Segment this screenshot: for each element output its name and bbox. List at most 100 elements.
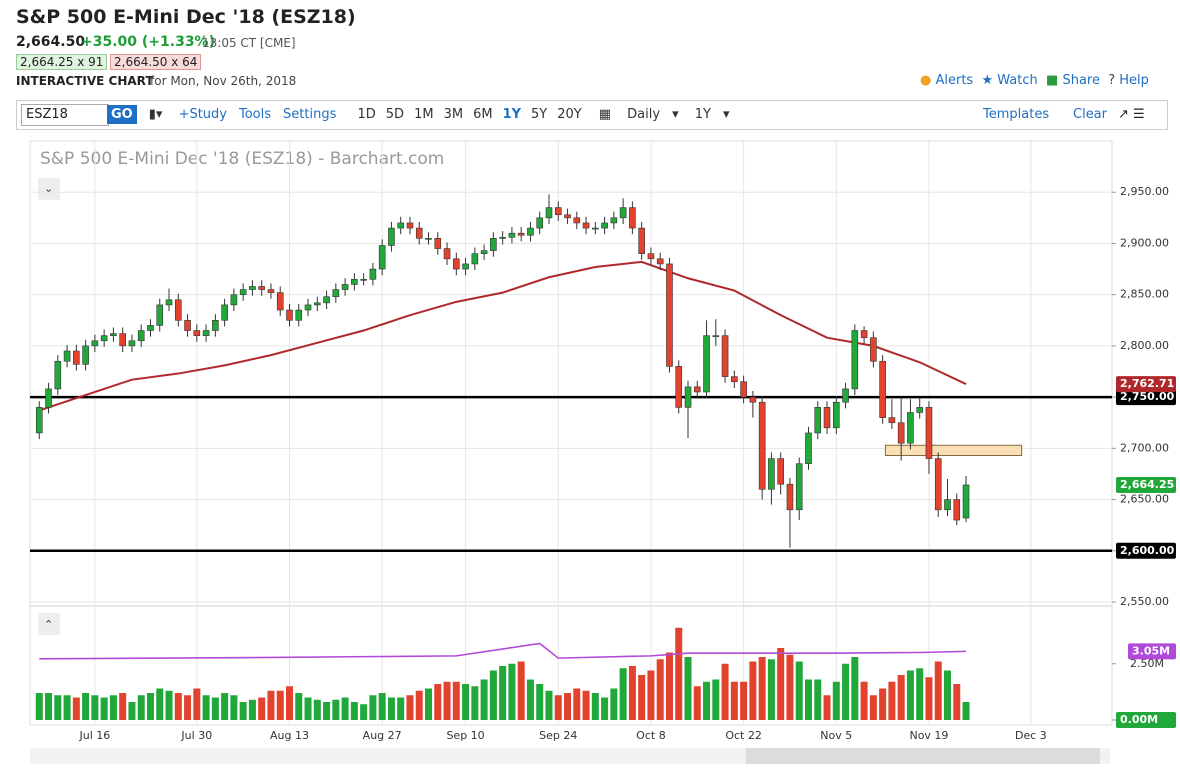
watermark: S&P 500 E-Mini Dec '18 (ESZ18) - Barchar… xyxy=(40,149,444,169)
candle-body xyxy=(221,304,228,321)
templates[interactable]: Templates xyxy=(983,107,1050,122)
volume-bar xyxy=(45,693,53,720)
alerts[interactable]: Alerts xyxy=(935,73,974,88)
volume-bar xyxy=(703,681,711,720)
study[interactable]: +Study xyxy=(178,107,227,122)
interval[interactable]: Daily xyxy=(627,107,661,122)
candle-body xyxy=(897,422,905,444)
volume-bar xyxy=(35,693,43,720)
candle-body xyxy=(582,222,590,229)
close-label: 2,664.25 xyxy=(1120,478,1174,491)
last-price: 2,664.50 xyxy=(16,34,86,50)
candle-body xyxy=(295,309,303,321)
volume-bar xyxy=(554,695,562,720)
volume-bar xyxy=(730,681,738,720)
candle-body xyxy=(554,207,562,216)
range-button[interactable]: 20Y xyxy=(557,107,582,122)
volume-bar xyxy=(221,693,229,720)
date: for Mon, Nov 26th, 2018 xyxy=(150,74,297,88)
candle-body xyxy=(184,319,191,331)
volume-bar xyxy=(693,686,701,720)
y-tick-label: 2.50M xyxy=(1130,657,1164,670)
range-button[interactable]: 1Y xyxy=(502,107,522,122)
candle-body xyxy=(508,232,516,238)
candle-body xyxy=(128,340,136,347)
candle-body xyxy=(490,238,497,251)
range-button[interactable]: 3M xyxy=(443,107,464,122)
share[interactable]: Share xyxy=(1062,73,1100,88)
range-button[interactable]: 5Y xyxy=(531,107,548,122)
volume-bar xyxy=(146,693,154,720)
candle-body xyxy=(341,284,349,290)
zone xyxy=(884,444,1023,457)
candle-body xyxy=(527,227,534,236)
volume-bar xyxy=(814,679,822,720)
candle-body xyxy=(536,217,544,229)
volume-bar xyxy=(276,690,284,720)
volume-bar xyxy=(72,697,80,720)
volume-bar xyxy=(906,670,914,720)
range-button[interactable]: 5D xyxy=(385,107,405,122)
candle-body xyxy=(91,340,99,347)
volume-bar xyxy=(508,663,516,720)
volume-bar xyxy=(63,695,71,720)
candle-body xyxy=(54,360,62,390)
volume-bar xyxy=(100,697,108,720)
range-button[interactable]: 1M xyxy=(414,107,434,122)
settings[interactable]: Settings xyxy=(283,107,337,122)
volume-bar xyxy=(638,675,646,720)
go-button[interactable]: GO xyxy=(107,105,137,124)
candle-body xyxy=(462,263,469,270)
candle-body xyxy=(851,330,859,390)
candle-body xyxy=(332,289,340,298)
candle-body xyxy=(860,330,868,338)
candle-body xyxy=(35,407,43,434)
volume-bar xyxy=(434,684,442,720)
candle-body xyxy=(443,248,451,260)
period[interactable]: 1Y xyxy=(694,107,711,122)
collapse-button[interactable] xyxy=(38,178,60,200)
volume-bar xyxy=(582,690,590,720)
candle-body xyxy=(360,278,367,281)
candle-body xyxy=(666,263,673,367)
hline-label-box xyxy=(1116,389,1176,406)
volume-bar xyxy=(842,663,850,720)
candle-body xyxy=(480,250,488,254)
candle-body xyxy=(814,407,822,434)
range-button[interactable]: 6M xyxy=(473,107,493,122)
help[interactable]: Help xyxy=(1119,73,1149,88)
collapse-button[interactable] xyxy=(38,613,60,635)
volume-bar xyxy=(823,695,831,720)
candle-body xyxy=(100,335,108,342)
scroll-thumb[interactable] xyxy=(746,748,1100,764)
volume-bar xyxy=(165,690,173,720)
volume-bar xyxy=(54,695,62,720)
candle-body xyxy=(619,207,627,219)
tools[interactable]: Tools xyxy=(239,107,272,122)
volume-bar xyxy=(777,648,785,720)
candle-body xyxy=(573,217,581,224)
volume-bar xyxy=(656,659,664,720)
volume-bar xyxy=(795,661,803,720)
range-button[interactable]: 1D xyxy=(357,107,376,122)
candle-body xyxy=(647,253,655,260)
average-label: 3.05M xyxy=(1132,644,1170,657)
volume-bar xyxy=(517,661,525,720)
watch[interactable]: Watch xyxy=(997,73,1038,88)
candle-body xyxy=(304,304,312,311)
volume-bar xyxy=(378,693,386,720)
candle-body xyxy=(795,463,803,511)
volume-bar xyxy=(462,684,470,720)
volume-bar xyxy=(804,679,812,720)
moving-average xyxy=(38,260,967,412)
volume-bar xyxy=(740,681,748,720)
volume-bar xyxy=(489,670,497,720)
x-tick-label: Oct 8 xyxy=(636,729,666,742)
y-tick-label: 2,800.00 xyxy=(1120,339,1169,352)
volume-bar xyxy=(888,681,896,720)
volume-bar xyxy=(943,670,951,720)
candle-body xyxy=(499,236,506,239)
change: +35.00 (+1.33%) xyxy=(81,34,215,50)
volume-bar xyxy=(564,693,572,720)
clear[interactable]: Clear xyxy=(1073,107,1107,122)
